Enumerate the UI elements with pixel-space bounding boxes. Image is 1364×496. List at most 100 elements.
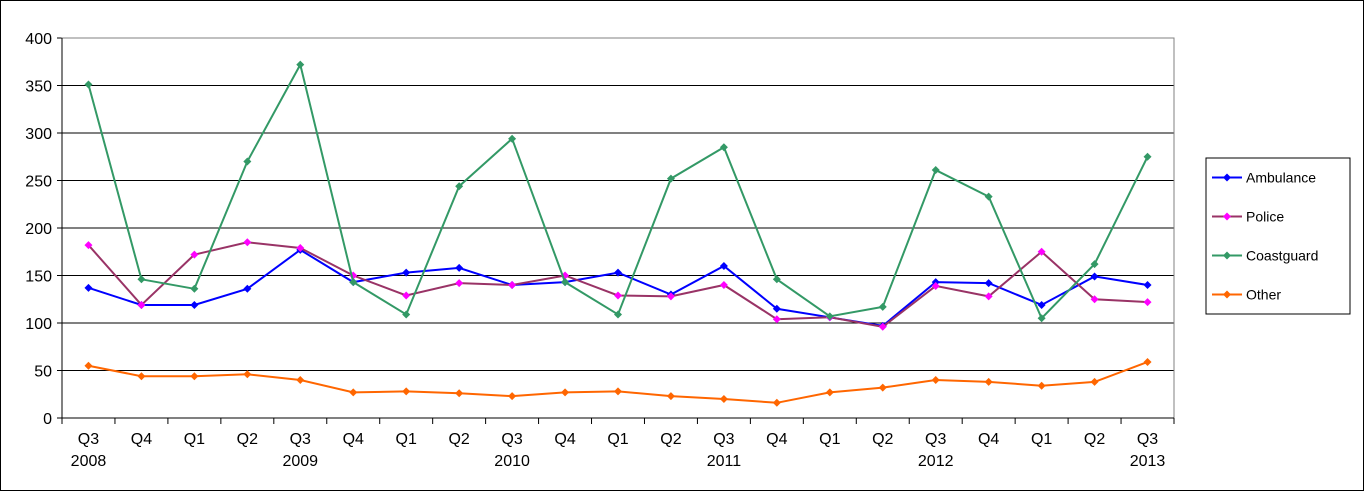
point <box>614 310 622 319</box>
y-tick-label: 400 <box>25 31 52 48</box>
x-tick-label: Q3 2009 <box>282 431 318 470</box>
legend-marker <box>1223 290 1231 299</box>
point <box>190 372 199 381</box>
point <box>402 291 411 300</box>
point <box>84 80 93 89</box>
point <box>508 134 517 143</box>
y-tick-label: 50 <box>34 364 52 381</box>
point <box>455 263 464 272</box>
point <box>1037 381 1046 390</box>
x-tick-label: Q3 2013 <box>1130 431 1166 470</box>
point <box>772 304 781 313</box>
legend-marker <box>1223 212 1231 221</box>
point <box>349 278 358 287</box>
point <box>931 281 940 290</box>
x-tick-label: Q2 <box>1084 431 1105 448</box>
point <box>455 182 464 191</box>
point <box>719 395 728 403</box>
point <box>243 157 252 166</box>
legend-marker <box>1223 251 1231 260</box>
point <box>243 284 252 293</box>
point <box>402 268 411 277</box>
y-tick-label: 200 <box>25 221 52 238</box>
y-tick-label: 0 <box>43 411 52 428</box>
y-tick-label: 250 <box>25 174 52 191</box>
point <box>1143 298 1152 307</box>
point <box>984 377 993 386</box>
legend-label: Ambulance <box>1246 170 1316 186</box>
point <box>508 281 517 289</box>
point <box>84 283 93 292</box>
point <box>878 322 887 331</box>
point <box>984 279 993 288</box>
point <box>1037 314 1046 323</box>
point <box>666 392 675 401</box>
point <box>719 281 728 289</box>
x-tick-label: Q1 <box>184 431 205 448</box>
point <box>1037 300 1046 309</box>
point <box>931 376 940 384</box>
point <box>1143 281 1152 289</box>
x-tick-label: Q3 2008 <box>71 431 107 470</box>
point <box>190 250 199 259</box>
legend-label: Police <box>1246 209 1284 225</box>
point <box>719 143 728 152</box>
point <box>508 392 517 401</box>
point <box>84 241 93 250</box>
point <box>1090 295 1099 304</box>
point <box>984 292 993 301</box>
point <box>1037 247 1046 256</box>
x-tick-label: Q1 <box>607 431 628 448</box>
point <box>349 388 358 397</box>
x-tick-label: Q4 <box>978 431 999 448</box>
x-tick-label: Q4 <box>554 431 575 448</box>
point <box>614 387 622 396</box>
point <box>402 387 411 396</box>
point <box>719 262 728 270</box>
legend-marker <box>1223 173 1231 182</box>
y-tick-label: 300 <box>25 126 52 143</box>
point <box>137 372 146 381</box>
point <box>984 192 993 201</box>
point <box>772 398 781 407</box>
point <box>296 243 305 252</box>
x-tick-label: Q4 <box>343 431 364 448</box>
x-tick-label: Q2 <box>660 431 681 448</box>
x-tick-label: Q2 <box>237 431 258 448</box>
legend-label: Other <box>1246 287 1281 303</box>
x-tick-label: Q3 2011 <box>707 431 742 470</box>
x-tick-label: Q1 <box>819 431 840 448</box>
point <box>190 300 199 309</box>
x-tick-label: Q3 2012 <box>918 431 954 470</box>
y-tick-label: 350 <box>25 79 52 96</box>
y-tick-label: 100 <box>25 316 52 333</box>
x-tick-label: Q1 <box>396 431 417 448</box>
x-tick-label: Q3 2010 <box>494 431 530 470</box>
point <box>561 388 570 397</box>
point <box>455 279 464 288</box>
point <box>455 389 464 398</box>
point <box>614 291 622 300</box>
point <box>772 275 781 284</box>
point <box>296 60 305 69</box>
point <box>137 275 146 284</box>
point <box>666 292 675 301</box>
legend-label: Coastguard <box>1246 248 1318 264</box>
point <box>1090 260 1099 269</box>
point <box>243 370 252 379</box>
point <box>772 315 781 324</box>
point <box>931 166 940 175</box>
point <box>1143 152 1152 161</box>
legend-box <box>1205 157 1351 315</box>
point <box>561 278 570 287</box>
point <box>190 284 199 293</box>
point <box>878 302 887 311</box>
point <box>402 310 411 319</box>
point <box>296 376 305 384</box>
point <box>243 238 252 247</box>
x-tick-label: Q2 <box>448 431 469 448</box>
y-tick-label: 150 <box>25 269 52 286</box>
point <box>878 383 887 392</box>
